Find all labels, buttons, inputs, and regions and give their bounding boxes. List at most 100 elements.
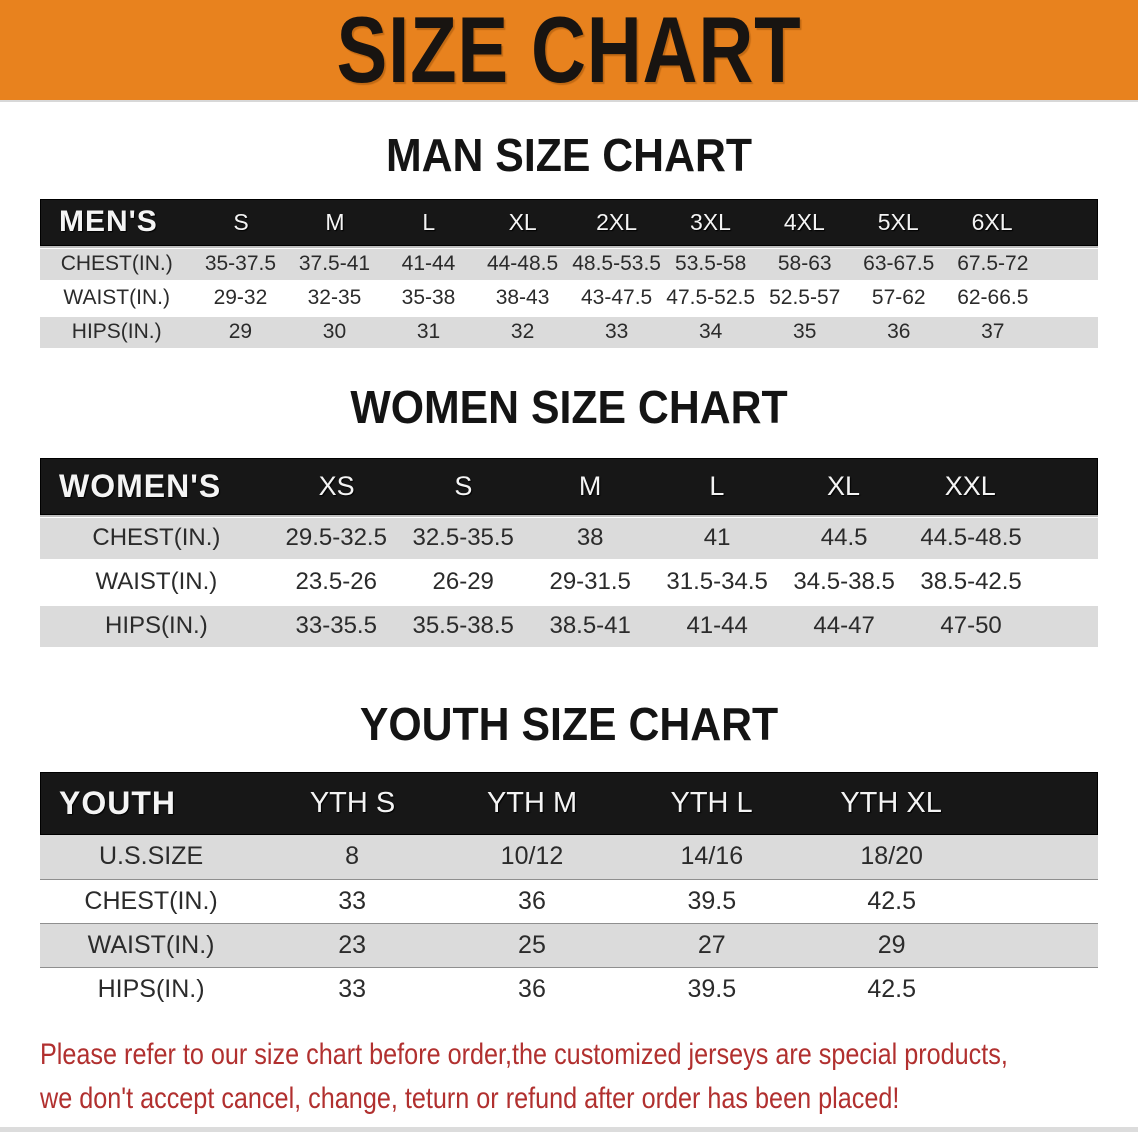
value-cell: 39.5 (687, 886, 737, 915)
value-cell: 25 (518, 930, 546, 959)
youth-column-header: YTH XL (840, 786, 942, 819)
youth-table-row: U.S.SIZE 8 10/12 14/16 18/20 (40, 834, 1098, 879)
value-cell: 41 (703, 524, 731, 552)
men-column-header: 5XL (877, 208, 919, 235)
value-cell: 63-67.5 (863, 252, 935, 276)
value-cell: 18/20 (860, 842, 923, 871)
women-size-chart-heading: WOMEN SIZE CHART (350, 380, 788, 433)
value-cell: 36 (887, 320, 911, 344)
value-cell: 8 (345, 842, 360, 871)
value-cell: 23 (338, 930, 366, 959)
men-column-header: 4XL (783, 208, 825, 235)
youth-size-table: YOUTH YTH S YTH M YTH L YTH XL U.S.SIZE 8 10/12… (40, 771, 1098, 1011)
value-cell: 23.5-26 (295, 568, 377, 596)
men-column-header: 3XL (689, 208, 731, 235)
value-cell: 53.5-58 (675, 252, 747, 276)
value-cell: 33 (604, 320, 629, 344)
value-cell: 34 (698, 320, 723, 344)
value-cell: 67.5-72 (957, 252, 1029, 276)
value-cell: 38 (576, 524, 604, 552)
women-group-label: WOMEN'S (59, 467, 222, 504)
row-label: CHEST(IN.) (84, 886, 218, 915)
men-column-header: XL (508, 208, 537, 235)
men-column-header: S (233, 208, 249, 235)
women-column-header: XXL (944, 470, 996, 501)
value-cell: 29.5-32.5 (285, 524, 387, 552)
youth-group-label: YOUTH (59, 784, 176, 821)
value-cell: 31 (416, 320, 441, 344)
men-column-header: 6XL (971, 208, 1013, 235)
women-column-header: S (454, 470, 473, 501)
banner-title: SIZE CHART (336, 0, 802, 102)
value-cell: 38.5-42.5 (920, 568, 1022, 596)
women-column-header: M (578, 470, 602, 501)
value-cell: 39.5 (687, 974, 737, 1003)
women-table-row: CHEST(IN.) 29.5-32.5 32.5-35.5 38 41 44.5 44.5… (40, 517, 1098, 559)
value-cell: 10/12 (500, 842, 564, 871)
men-size-chart-heading: MAN SIZE CHART (385, 129, 752, 181)
value-cell: 14/16 (680, 842, 744, 871)
women-size-table: WOMEN'S XS S M L XL XXL CHEST(IN.) 29.5-32.5 32.5… (40, 457, 1098, 647)
value-cell: 26-29 (432, 568, 494, 596)
youth-table-row: WAIST(IN.) 23 25 27 29 (40, 922, 1098, 967)
women-table-row: HIPS(IN.) 33-35.5 35.5-38.5 38.5-41 41-44 44-… (40, 605, 1098, 647)
men-table-row: CHEST(IN.) 35-37.5 37.5-41 41-44 44-48.5 48.5… (40, 248, 1098, 280)
value-cell: 32-35 (307, 286, 362, 310)
value-cell: 30 (322, 320, 347, 344)
bottom-edge (0, 1127, 1138, 1132)
value-cell: 36 (518, 886, 546, 915)
value-cell: 38-43 (495, 286, 550, 310)
size-chart-banner: SIZE CHART (0, 0, 1138, 102)
women-column-header: L (709, 470, 725, 501)
value-cell: 29 (877, 930, 906, 959)
men-group-label: MEN'S (59, 205, 158, 239)
value-cell: 35 (793, 320, 817, 344)
value-cell: 42.5 (867, 886, 917, 915)
value-cell: 41-44 (401, 252, 456, 276)
youth-column-header: YTH S (309, 786, 396, 819)
value-cell: 32 (510, 320, 535, 344)
value-cell: 48.5-53.5 (572, 252, 661, 276)
row-label: CHEST(IN.) (60, 252, 173, 276)
value-cell: 44.5-48.5 (920, 524, 1022, 552)
value-cell: 34.5-38.5 (793, 568, 895, 596)
value-cell: 29-32 (213, 286, 268, 310)
value-cell: 37 (981, 320, 1005, 344)
women-table-row: WAIST(IN.) 23.5-26 26-29 29-31.5 31.5-34.5 34… (40, 561, 1098, 603)
row-label: WAIST(IN.) (95, 568, 218, 596)
value-cell: 35.5-38.5 (412, 612, 514, 640)
value-cell: 31.5-34.5 (666, 568, 768, 596)
row-label: U.S.SIZE (98, 842, 204, 871)
value-cell: 35-37.5 (204, 252, 277, 276)
value-cell: 47-50 (940, 612, 1002, 640)
women-column-header: XL (827, 470, 861, 501)
youth-table-row: CHEST(IN.) 33 36 39.5 42.5 (40, 878, 1098, 923)
disclaimer-line-1: Please refer to our size chart before or… (40, 1037, 1008, 1071)
value-cell: 44.5 (820, 524, 868, 552)
women-column-header: XS (318, 470, 355, 501)
youth-column-header: YTH M (486, 786, 578, 819)
men-size-table: MEN'S S M L XL 2XL 3XL 4XL 5XL 6XL CHEST(IN.) 35-37… (40, 198, 1098, 348)
value-cell: 47.5-52.5 (666, 286, 756, 310)
value-cell: 41-44 (686, 612, 748, 640)
row-label: CHEST(IN.) (92, 524, 221, 552)
value-cell: 37.5-41 (298, 252, 371, 276)
value-cell: 35-38 (401, 286, 456, 310)
women-table-header-row: WOMEN'S XS S M L XL XXL (40, 457, 1098, 515)
men-table-row: WAIST(IN.) 29-32 32-35 35-38 38-43 43-47.5 47.… (40, 282, 1098, 314)
youth-size-chart-heading: YOUTH SIZE CHART (359, 697, 779, 750)
value-cell: 57-62 (871, 286, 926, 310)
men-table-header-row: MEN'S S M L XL 2XL 3XL 4XL 5XL 6XL (40, 198, 1098, 246)
men-column-header: L (422, 208, 436, 235)
value-cell: 33 (338, 974, 366, 1003)
youth-table-row: HIPS(IN.) 33 36 39.5 42.5 (40, 966, 1098, 1011)
value-cell: 33 (338, 886, 366, 915)
value-cell: 58-63 (777, 252, 832, 276)
value-cell: 27 (697, 930, 726, 959)
youth-column-header: YTH L (670, 786, 753, 819)
men-column-header: M (325, 208, 345, 235)
value-cell: 33-35.5 (295, 612, 377, 640)
row-label: HIPS(IN.) (97, 974, 205, 1003)
value-cell: 29-31.5 (549, 568, 631, 596)
value-cell: 38.5-41 (549, 612, 631, 640)
